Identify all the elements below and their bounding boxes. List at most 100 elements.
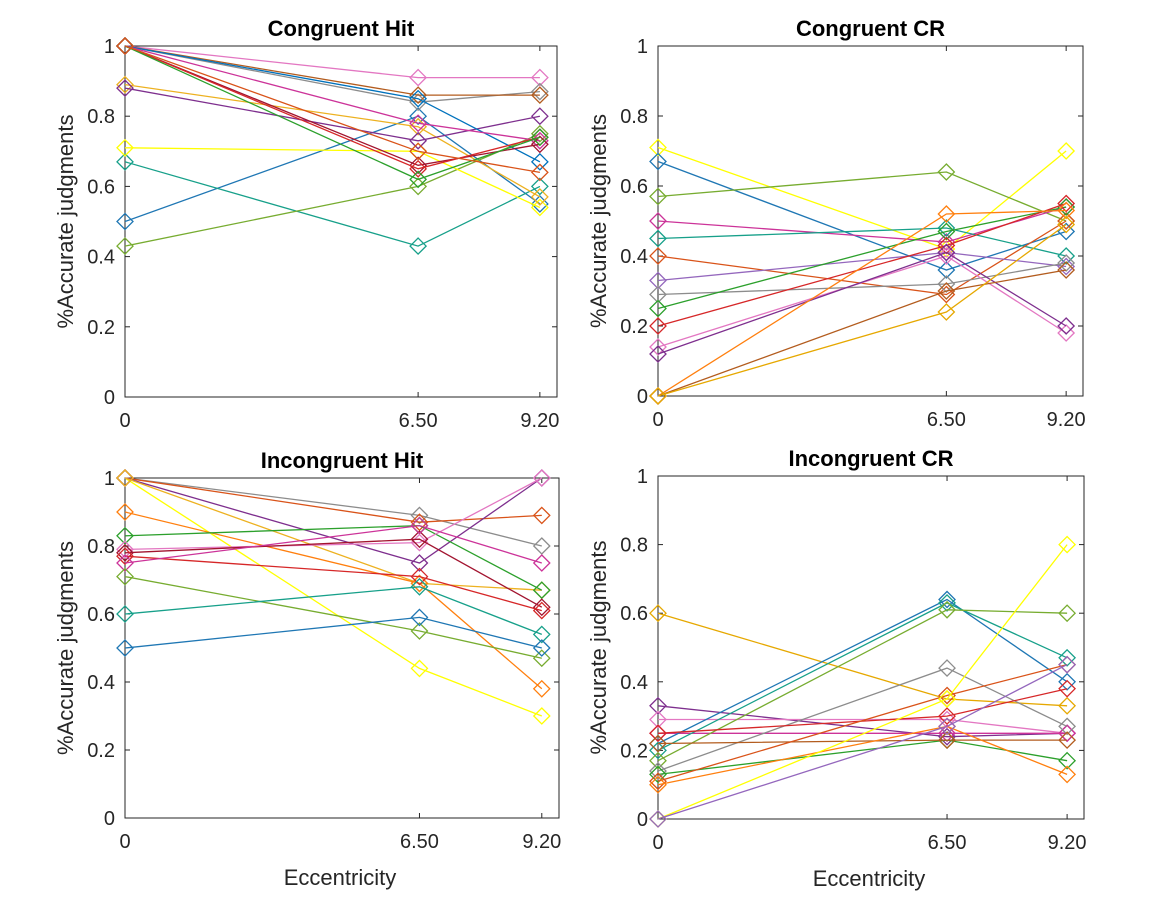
data-point-marker: [937, 163, 956, 181]
data-point-marker: [530, 152, 549, 171]
data-point-marker: [1057, 261, 1076, 279]
data-point-marker: [649, 212, 667, 230]
y-tick-label: 0.4: [620, 246, 648, 268]
data-point-marker: [530, 198, 549, 217]
data-point-marker: [1058, 672, 1077, 691]
data-point-marker: [410, 516, 429, 535]
series-line: [124, 555, 542, 612]
x-tick-label: 9.20: [1048, 832, 1087, 854]
series-line: [124, 83, 541, 198]
data-point-marker: [649, 751, 667, 770]
series-line: [124, 477, 543, 551]
data-point-marker: [116, 75, 134, 94]
data-point-marker: [649, 152, 667, 171]
series-line: [657, 705, 1068, 738]
data-point-marker: [1057, 254, 1076, 272]
chart-title: Incongruent Hit: [261, 448, 424, 473]
data-point-marker: [649, 772, 667, 791]
x-tick-label: 6.50: [927, 409, 966, 431]
series-line: [657, 262, 1067, 296]
series-15: [649, 655, 1077, 828]
data-point-marker: [649, 138, 667, 157]
series-line: [124, 45, 541, 170]
data-point-marker: [1057, 201, 1076, 220]
data-point-marker: [409, 89, 428, 108]
data-point-marker: [1057, 247, 1076, 265]
y-tick-label: 0.4: [87, 672, 115, 694]
data-point-marker: [1057, 142, 1076, 160]
data-point-marker: [532, 625, 551, 644]
data-point-marker: [409, 142, 428, 161]
y-tick-label: 1: [637, 36, 648, 58]
subplot-3: 0 0.2 0.4 0.6 0.8 1 0 6.50 9.20 Incongruent Hit %A…: [53, 448, 561, 890]
series-13: [116, 577, 551, 644]
axes-box: [657, 475, 1085, 820]
data-point-marker: [937, 285, 956, 304]
data-point-marker: [1058, 696, 1077, 715]
series-10: [116, 547, 551, 620]
data-point-marker: [116, 605, 134, 623]
data-point-marker: [409, 86, 428, 105]
series-line: [124, 616, 542, 649]
data-point-marker: [410, 530, 429, 549]
data-point-marker: [409, 159, 428, 178]
subplot-4: 0 0.2 0.4 0.6 0.8 1 0 6.50 9.20 Incongruent CR %Ac…: [586, 446, 1087, 891]
y-tick-label: 0.4: [87, 247, 115, 269]
data-point-marker: [649, 810, 667, 828]
data-point-marker: [532, 598, 551, 617]
data-point-marker: [116, 554, 134, 572]
data-point-marker: [410, 554, 429, 572]
data-point-marker: [116, 567, 134, 586]
series-6: [116, 79, 549, 150]
data-point-marker: [649, 387, 667, 405]
data-point-marker: [409, 177, 428, 196]
data-point-marker: [1057, 215, 1076, 234]
series-12: [116, 567, 551, 668]
x-tick-label: 6.50: [399, 410, 438, 432]
data-point-marker: [649, 345, 667, 363]
y-tick-label: 0.8: [87, 106, 115, 128]
data-point-marker: [649, 271, 667, 290]
y-axis-label: %Accurate judgments: [586, 541, 611, 755]
series-8: [649, 659, 1077, 780]
data-point-marker: [530, 177, 549, 196]
data-point-marker: [116, 138, 134, 157]
data-point-marker: [649, 734, 667, 753]
series-line: [657, 269, 1067, 397]
y-tick-label: 0.6: [620, 176, 648, 198]
y-tick-label: 0.2: [87, 317, 115, 339]
data-point-marker: [938, 731, 956, 750]
series-line: [657, 688, 1068, 734]
series-6: [116, 503, 551, 698]
data-point-marker: [116, 503, 134, 521]
subplot-1: 0 0.2 0.4 0.6 0.8 1 0 6.50 9.20 Congruent Hit %Acc…: [53, 16, 559, 432]
series-line: [124, 538, 543, 608]
data-point-marker: [1058, 648, 1077, 667]
data-point-marker: [532, 639, 551, 657]
data-point-marker: [409, 93, 428, 112]
chart-title: Congruent Hit: [268, 16, 415, 41]
series-line: [657, 220, 1067, 296]
data-point-marker: [409, 131, 428, 150]
data-point-marker: [116, 37, 134, 55]
series-line: [124, 586, 543, 636]
series-line: [657, 227, 1067, 257]
series-line: [124, 477, 542, 523]
x-tick-label: 6.50: [928, 832, 967, 854]
x-tick-label: 6.50: [400, 831, 439, 853]
data-point-marker: [649, 696, 667, 715]
data-point-marker: [532, 581, 551, 600]
data-point-marker: [530, 107, 549, 126]
axes-box: [124, 45, 558, 398]
x-tick-label: 9.20: [1047, 409, 1086, 431]
series-line: [657, 251, 1067, 355]
series-line: [124, 45, 541, 174]
data-point-marker: [937, 282, 956, 300]
data-point-marker: [1057, 198, 1076, 216]
chart-title: Incongruent CR: [789, 446, 954, 471]
series-line: [124, 45, 540, 79]
data-point-marker: [409, 156, 428, 175]
data-point-marker: [649, 229, 667, 248]
data-point-marker: [649, 762, 667, 780]
